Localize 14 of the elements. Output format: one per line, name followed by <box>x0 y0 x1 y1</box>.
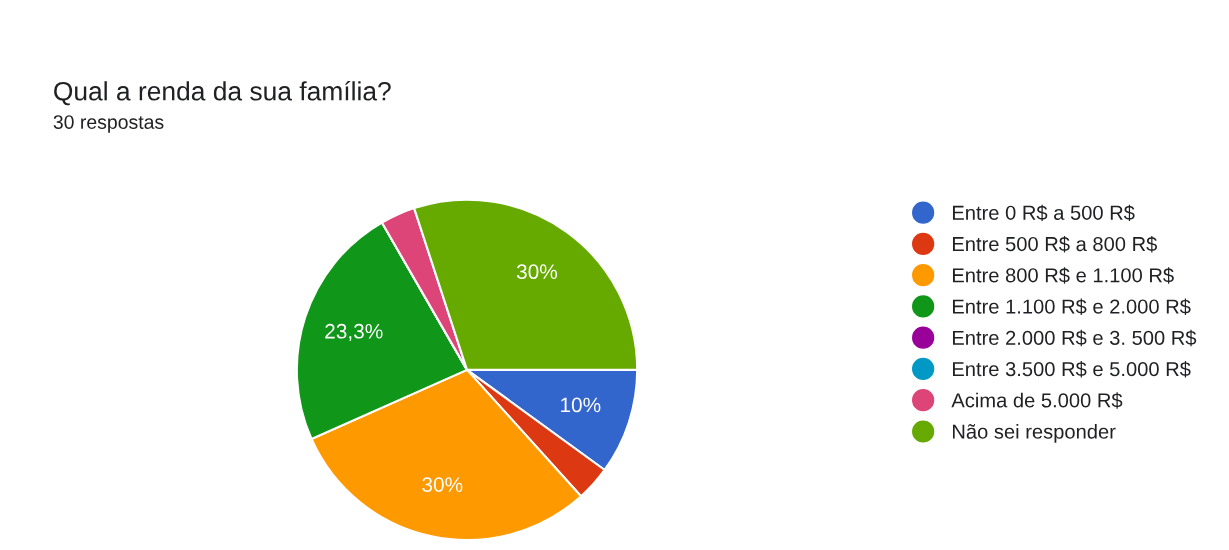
legend-label: Entre 500 R$ a 800 R$ <box>952 236 1158 253</box>
data-label: 23,3% <box>325 323 383 342</box>
legend-label: Acima de 5.000 R$ <box>951 392 1123 409</box>
legend-label: Não sei responder <box>952 423 1116 443</box>
legend-label: Entre 0 R$ a 500 R$ <box>952 204 1135 222</box>
chart-title: Qual a renda da sua família? <box>54 80 391 106</box>
data-label: 30% <box>516 264 558 280</box>
data-label: 10% <box>561 397 601 413</box>
text: 30 respostas <box>53 115 164 133</box>
data-label: 30% <box>422 477 463 492</box>
legend-label: Entre 1.100 R$ e 2.000 R$ <box>952 298 1191 315</box>
legend-label: Entre 3.500 R$ e 5.000 R$ <box>952 361 1191 378</box>
legend-label: Entre 800 R$ e 1.100 R$ <box>952 267 1174 284</box>
legend-label: Entre 2.000 R$ e 3. 500 R$ <box>952 329 1197 347</box>
